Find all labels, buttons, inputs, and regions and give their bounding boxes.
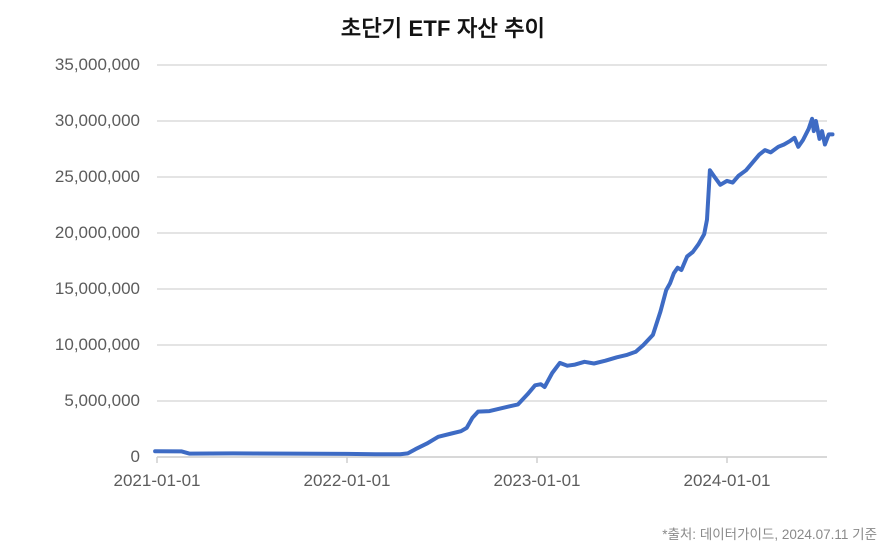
- y-axis-label: 0: [130, 447, 140, 466]
- y-axis-label: 30,000,000: [54, 111, 140, 130]
- source-note: *출처: 데이터가이드, 2024.07.11 기준: [662, 527, 877, 542]
- y-axis-label: 35,000,000: [54, 55, 140, 74]
- x-axis-label: 2024-01-01: [683, 471, 771, 490]
- x-axis-label: 2022-01-01: [303, 471, 391, 490]
- x-axis-label: 2023-01-01: [493, 471, 581, 490]
- y-axis-label: 20,000,000: [54, 223, 140, 242]
- chart-title: 초단기 ETF 자산 추이: [340, 16, 546, 41]
- x-axis-labels: 2021-01-01 2022-01-01 2023-01-01 2024-01-01: [0, 471, 886, 495]
- etf-asset-trend-line: [153, 116, 835, 457]
- y-axis-label: 15,000,000: [54, 279, 140, 298]
- y-axis-label: 5,000,000: [64, 391, 140, 410]
- y-axis-labels: 0 5,000,000 10,000,000 15,000,000 20,000,000…: [0, 0, 140, 550]
- y-axis-label: 10,000,000: [54, 335, 140, 354]
- x-axis-label: 2021-01-01: [113, 471, 201, 490]
- y-axis-label: 25,000,000: [54, 167, 140, 186]
